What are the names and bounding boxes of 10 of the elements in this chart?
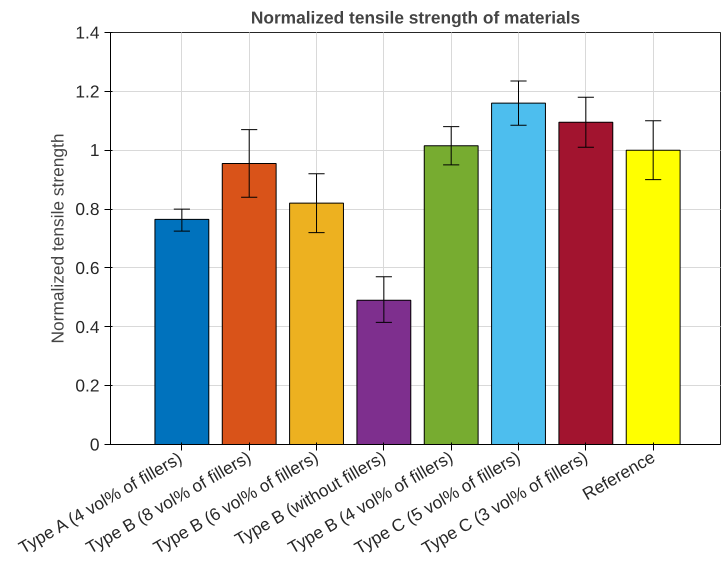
y-tick-label: 0.4 <box>75 316 100 337</box>
y-tick-label: 0.6 <box>75 258 100 278</box>
y-tick-label: 0.2 <box>75 376 100 396</box>
chart-title: Normalized tensile strength of materials <box>250 8 580 28</box>
y-tick-label: 0.8 <box>75 199 100 220</box>
y-axis-title: Normalized tensile strength <box>47 134 68 344</box>
y-tick-label: 1 <box>90 140 100 160</box>
y-tick-label: 1.2 <box>75 81 100 102</box>
y-tick-label: 0 <box>90 434 100 454</box>
y-tick-label: 1.4 <box>75 22 100 42</box>
